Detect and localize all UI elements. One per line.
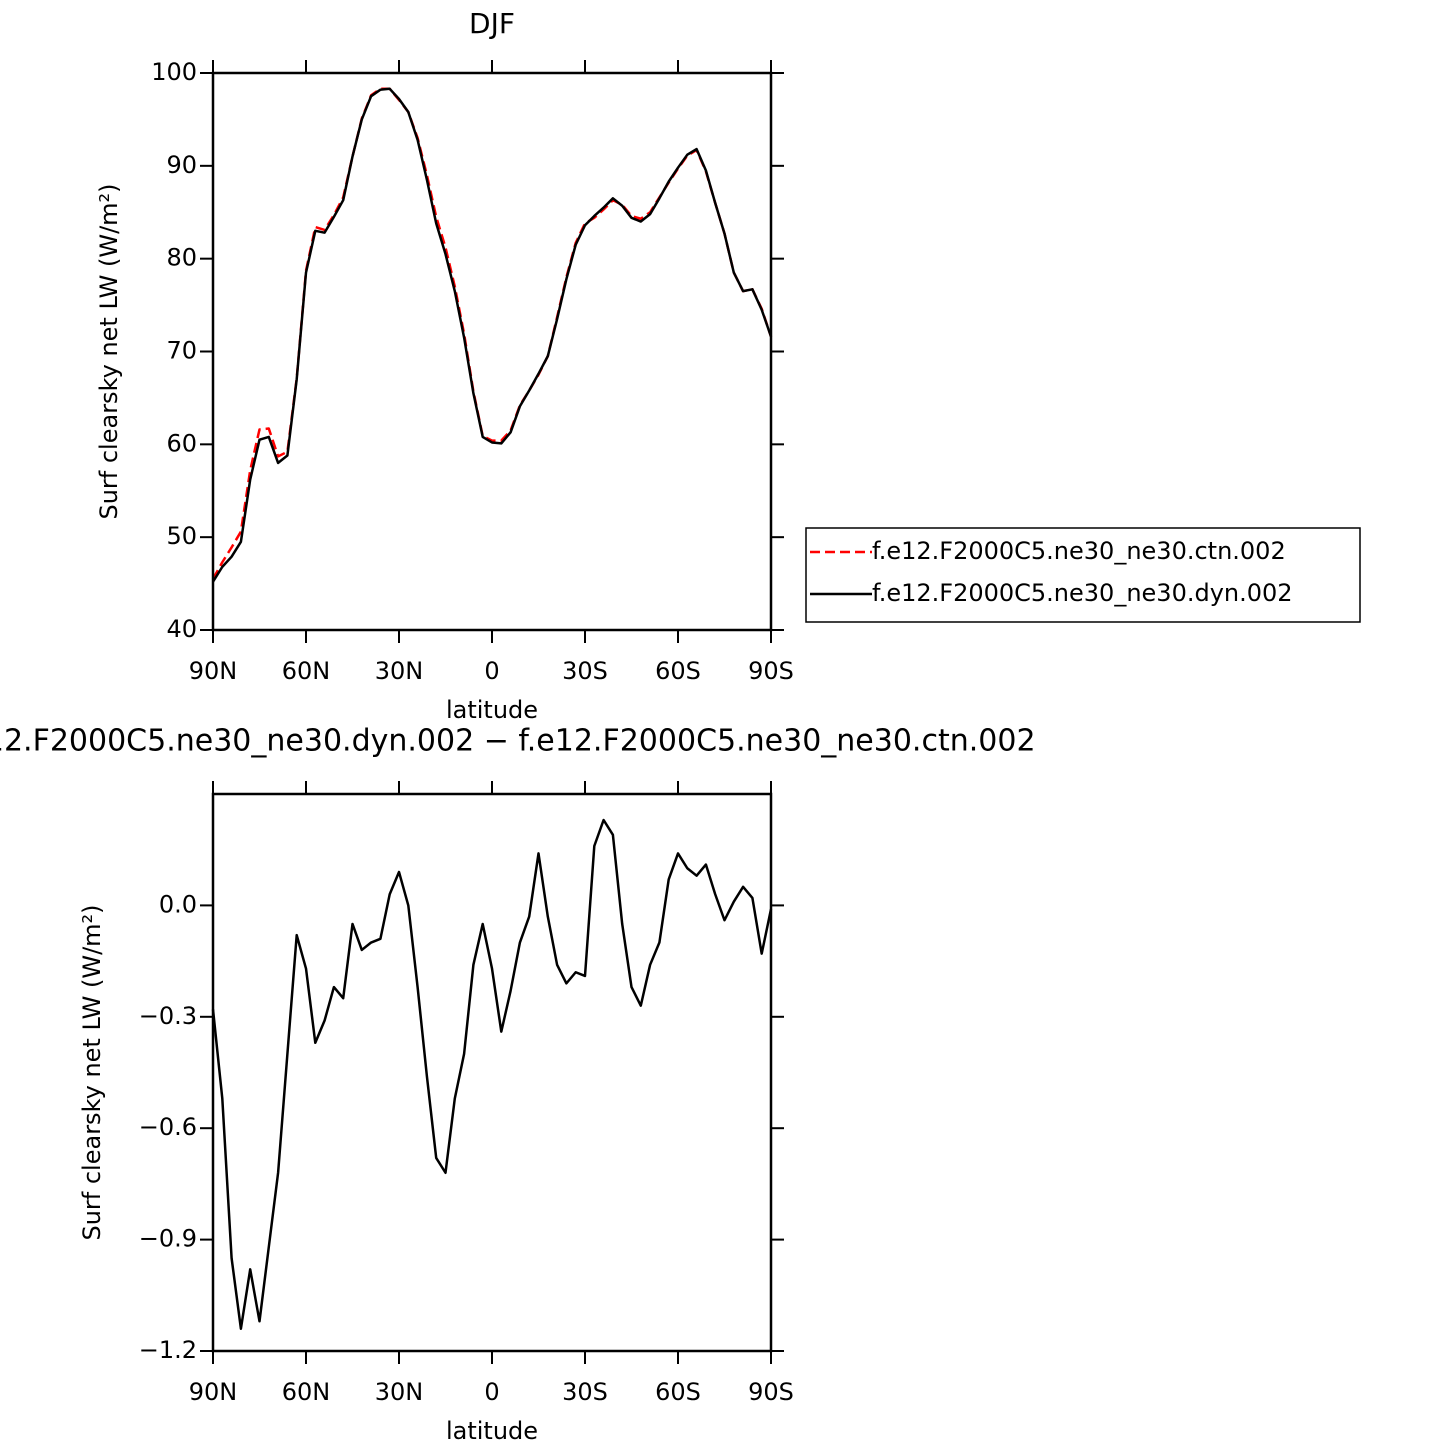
- plot-frame: [211, 71, 773, 632]
- x-tick-label: 30N: [375, 1378, 424, 1406]
- y-tick-label: 100: [151, 58, 197, 86]
- chart-title: DJF: [469, 7, 515, 40]
- y-tick-label: 50: [166, 522, 197, 550]
- x-tick-label: 90N: [189, 1378, 238, 1406]
- y-tick-label: 80: [166, 244, 197, 272]
- y-tick-label: −1.2: [139, 1336, 197, 1364]
- x-tick-label: 90S: [748, 1378, 794, 1406]
- data-line: [211, 818, 773, 1330]
- chart-title: f.e12.F2000C5.ne30_ne30.dyn.002 − f.e12.…: [0, 724, 1036, 759]
- y-tick-label: −0.6: [139, 1113, 197, 1141]
- legend-label: f.e12.F2000C5.ne30_ne30.ctn.002: [872, 537, 1286, 565]
- y-tick-label: 0.0: [159, 890, 197, 918]
- x-tick-label: 60N: [282, 657, 331, 685]
- y-tick-label: −0.9: [139, 1225, 197, 1253]
- x-tick-label: 30S: [562, 1378, 608, 1406]
- x-tick-label: 60S: [655, 1378, 701, 1406]
- plot-frame: [211, 792, 773, 1353]
- x-tick-label: 60N: [282, 1378, 331, 1406]
- x-tick-label: 90N: [189, 657, 238, 685]
- x-tick-label: 30S: [562, 657, 608, 685]
- y-tick-label: 60: [166, 429, 197, 457]
- x-axis-label: latitude: [446, 696, 538, 724]
- y-tick-label: 40: [166, 615, 197, 643]
- legend-box: [805, 527, 1361, 623]
- y-axis-label: Surf clearsky net LW (W/m²): [95, 183, 123, 519]
- x-tick-label: 60S: [655, 657, 701, 685]
- y-tick-label: 90: [166, 151, 197, 179]
- legend-label: f.e12.F2000C5.ne30_ne30.dyn.002: [872, 579, 1293, 607]
- x-axis-label: latitude: [446, 1417, 538, 1445]
- x-tick-label: 0: [484, 1378, 499, 1406]
- data-line: [211, 87, 773, 583]
- x-tick-label: 0: [484, 657, 499, 685]
- data-line: [211, 87, 773, 580]
- y-axis-label: Surf clearsky net LW (W/m²): [78, 904, 106, 1240]
- y-tick-label: 70: [166, 337, 197, 365]
- x-tick-label: 90S: [748, 657, 794, 685]
- x-tick-label: 30N: [375, 657, 424, 685]
- y-tick-label: −0.3: [139, 1002, 197, 1030]
